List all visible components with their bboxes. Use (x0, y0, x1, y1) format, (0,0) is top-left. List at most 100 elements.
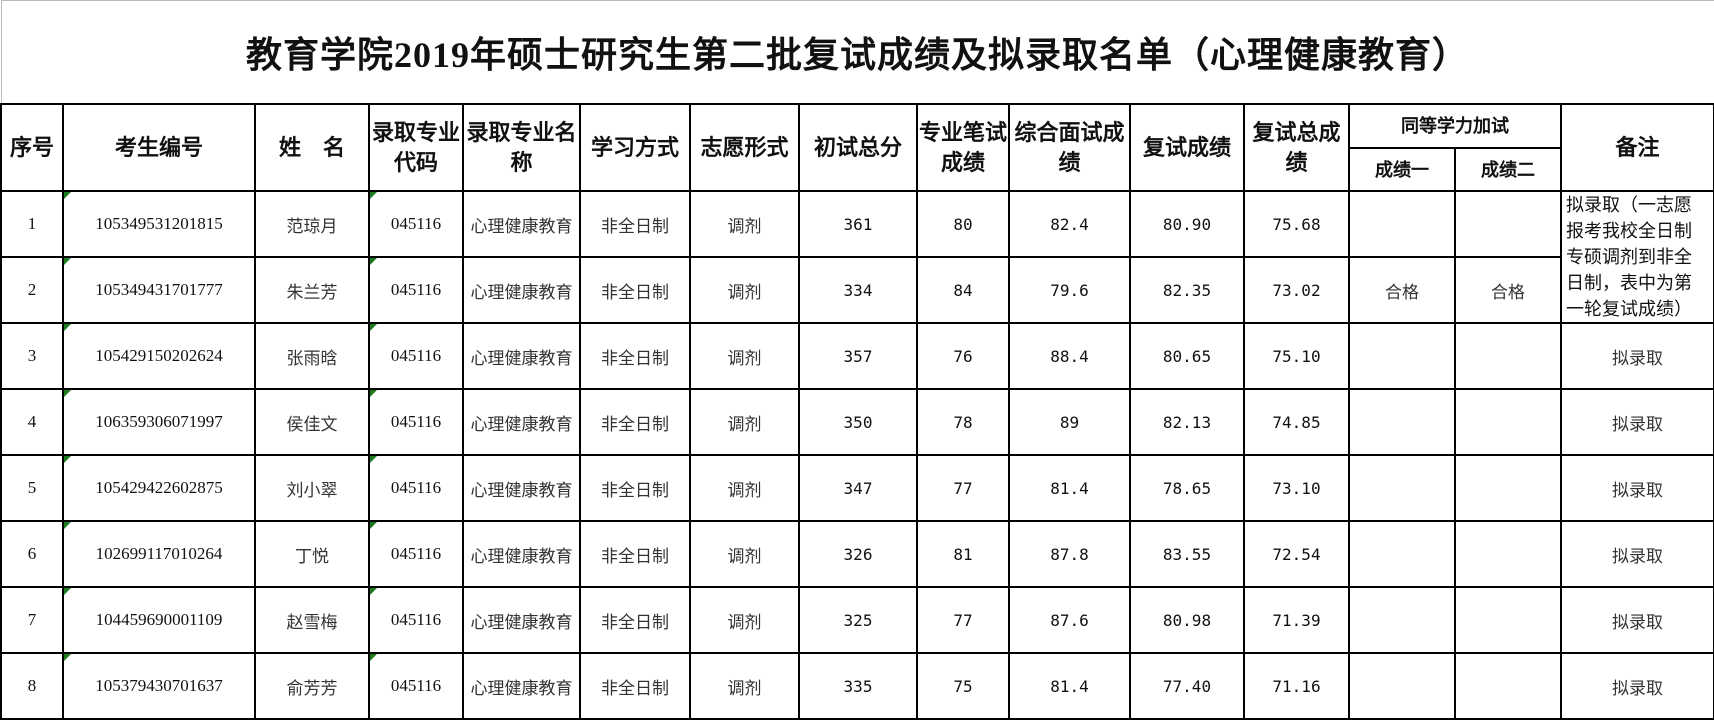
cell-equiv-1[interactable] (1348, 520, 1456, 588)
cell-major-code[interactable]: 045116 (368, 520, 464, 588)
cell-equiv-1[interactable] (1348, 454, 1456, 522)
cell-equiv-1[interactable] (1348, 322, 1456, 390)
cell-retest[interactable]: 77.40 (1129, 652, 1245, 720)
cell-name[interactable]: 赵雪梅 (254, 586, 370, 654)
cell-volunteer[interactable]: 调剂 (689, 256, 800, 324)
cell-exam-id[interactable]: 106359306071997 (62, 388, 256, 456)
cell-prelim-total[interactable]: 326 (798, 520, 918, 588)
cell-interview[interactable]: 82.4 (1008, 190, 1131, 258)
cell-study-mode[interactable]: 非全日制 (579, 190, 691, 258)
cell-equiv-2[interactable] (1454, 520, 1562, 588)
cell-exam-id[interactable]: 105429422602875 (62, 454, 256, 522)
cell-major-code[interactable]: 045116 (368, 190, 464, 258)
cell-written[interactable]: 81 (916, 520, 1010, 588)
cell-equiv-1[interactable] (1348, 652, 1456, 720)
cell-major-name[interactable]: 心理健康教育 (462, 388, 581, 456)
cell-name[interactable]: 刘小翠 (254, 454, 370, 522)
cell-remark[interactable]: 拟录取 (1559, 388, 1714, 456)
cell-name[interactable]: 俞芳芳 (254, 652, 370, 720)
cell-seq[interactable]: 8 (0, 652, 64, 720)
cell-seq[interactable]: 2 (0, 256, 64, 324)
cell-exam-id[interactable]: 105379430701637 (62, 652, 256, 720)
cell-volunteer[interactable]: 调剂 (689, 586, 800, 654)
cell-retest-total[interactable]: 71.16 (1243, 652, 1350, 720)
cell-equiv-1[interactable] (1348, 586, 1456, 654)
cell-seq[interactable]: 4 (0, 388, 64, 456)
cell-major-name[interactable]: 心理健康教育 (462, 652, 581, 720)
cell-volunteer[interactable]: 调剂 (689, 520, 800, 588)
cell-exam-id[interactable]: 105429150202624 (62, 322, 256, 390)
cell-major-name[interactable]: 心理健康教育 (462, 190, 581, 258)
cell-retest-total[interactable]: 72.54 (1243, 520, 1350, 588)
cell-retest-total[interactable]: 73.10 (1243, 454, 1350, 522)
cell-major-code[interactable]: 045116 (368, 454, 464, 522)
cell-exam-id[interactable]: 105349431701777 (62, 256, 256, 324)
cell-study-mode[interactable]: 非全日制 (579, 652, 691, 720)
cell-equiv-2[interactable]: 合格 (1454, 256, 1562, 324)
cell-interview[interactable]: 81.4 (1008, 652, 1131, 720)
cell-retest-total[interactable]: 74.85 (1243, 388, 1350, 456)
cell-interview[interactable]: 79.6 (1008, 256, 1131, 324)
cell-major-name[interactable]: 心理健康教育 (462, 256, 581, 324)
cell-interview[interactable]: 81.4 (1008, 454, 1131, 522)
cell-remark[interactable]: 拟录取 (1559, 322, 1714, 390)
cell-equiv-2[interactable] (1454, 454, 1562, 522)
cell-retest[interactable]: 83.55 (1129, 520, 1245, 588)
cell-study-mode[interactable]: 非全日制 (579, 322, 691, 390)
cell-interview[interactable]: 89 (1008, 388, 1131, 456)
cell-written[interactable]: 80 (916, 190, 1010, 258)
cell-exam-id[interactable]: 105349531201815 (62, 190, 256, 258)
cell-prelim-total[interactable]: 350 (798, 388, 918, 456)
cell-equiv-1[interactable]: 合格 (1348, 256, 1456, 324)
cell-major-name[interactable]: 心理健康教育 (462, 454, 581, 522)
cell-remark[interactable]: 拟录取 (1559, 586, 1714, 654)
cell-study-mode[interactable]: 非全日制 (579, 586, 691, 654)
cell-seq[interactable]: 7 (0, 586, 64, 654)
cell-seq[interactable]: 3 (0, 322, 64, 390)
cell-prelim-total[interactable]: 361 (798, 190, 918, 258)
cell-major-code[interactable]: 045116 (368, 652, 464, 720)
cell-written[interactable]: 75 (916, 652, 1010, 720)
cell-retest[interactable]: 80.90 (1129, 190, 1245, 258)
cell-major-code[interactable]: 045116 (368, 256, 464, 324)
cell-name[interactable]: 朱兰芳 (254, 256, 370, 324)
cell-interview[interactable]: 87.8 (1008, 520, 1131, 588)
cell-exam-id[interactable]: 104459690001109 (62, 586, 256, 654)
cell-seq[interactable]: 5 (0, 454, 64, 522)
cell-equiv-2[interactable] (1454, 322, 1562, 390)
cell-major-name[interactable]: 心理健康教育 (462, 586, 581, 654)
cell-study-mode[interactable]: 非全日制 (579, 520, 691, 588)
cell-volunteer[interactable]: 调剂 (689, 388, 800, 456)
cell-volunteer[interactable]: 调剂 (689, 454, 800, 522)
cell-major-name[interactable]: 心理健康教育 (462, 520, 581, 588)
cell-retest[interactable]: 80.65 (1129, 322, 1245, 390)
cell-remark[interactable]: 拟录取（一志愿报考我校全日制专硕调剂到非全日制，表中为第一轮复试成绩） (1559, 190, 1714, 324)
cell-name[interactable]: 丁悦 (254, 520, 370, 588)
cell-major-code[interactable]: 045116 (368, 586, 464, 654)
cell-written[interactable]: 77 (916, 586, 1010, 654)
cell-equiv-1[interactable] (1348, 190, 1456, 258)
cell-prelim-total[interactable]: 347 (798, 454, 918, 522)
cell-seq[interactable]: 1 (0, 190, 64, 258)
cell-prelim-total[interactable]: 357 (798, 322, 918, 390)
cell-equiv-2[interactable] (1454, 190, 1562, 258)
cell-seq[interactable]: 6 (0, 520, 64, 588)
cell-name[interactable]: 张雨晗 (254, 322, 370, 390)
cell-retest-total[interactable]: 75.10 (1243, 322, 1350, 390)
cell-remark[interactable]: 拟录取 (1559, 520, 1714, 588)
cell-retest[interactable]: 80.98 (1129, 586, 1245, 654)
cell-retest-total[interactable]: 73.02 (1243, 256, 1350, 324)
cell-name[interactable]: 侯佳文 (254, 388, 370, 456)
cell-major-name[interactable]: 心理健康教育 (462, 322, 581, 390)
cell-major-code[interactable]: 045116 (368, 388, 464, 456)
cell-volunteer[interactable]: 调剂 (689, 190, 800, 258)
cell-written[interactable]: 77 (916, 454, 1010, 522)
cell-retest-total[interactable]: 71.39 (1243, 586, 1350, 654)
cell-prelim-total[interactable]: 334 (798, 256, 918, 324)
cell-exam-id[interactable]: 102699117010264 (62, 520, 256, 588)
cell-retest-total[interactable]: 75.68 (1243, 190, 1350, 258)
cell-remark[interactable]: 拟录取 (1559, 652, 1714, 720)
cell-equiv-2[interactable] (1454, 586, 1562, 654)
cell-retest[interactable]: 78.65 (1129, 454, 1245, 522)
cell-name[interactable]: 范琼月 (254, 190, 370, 258)
